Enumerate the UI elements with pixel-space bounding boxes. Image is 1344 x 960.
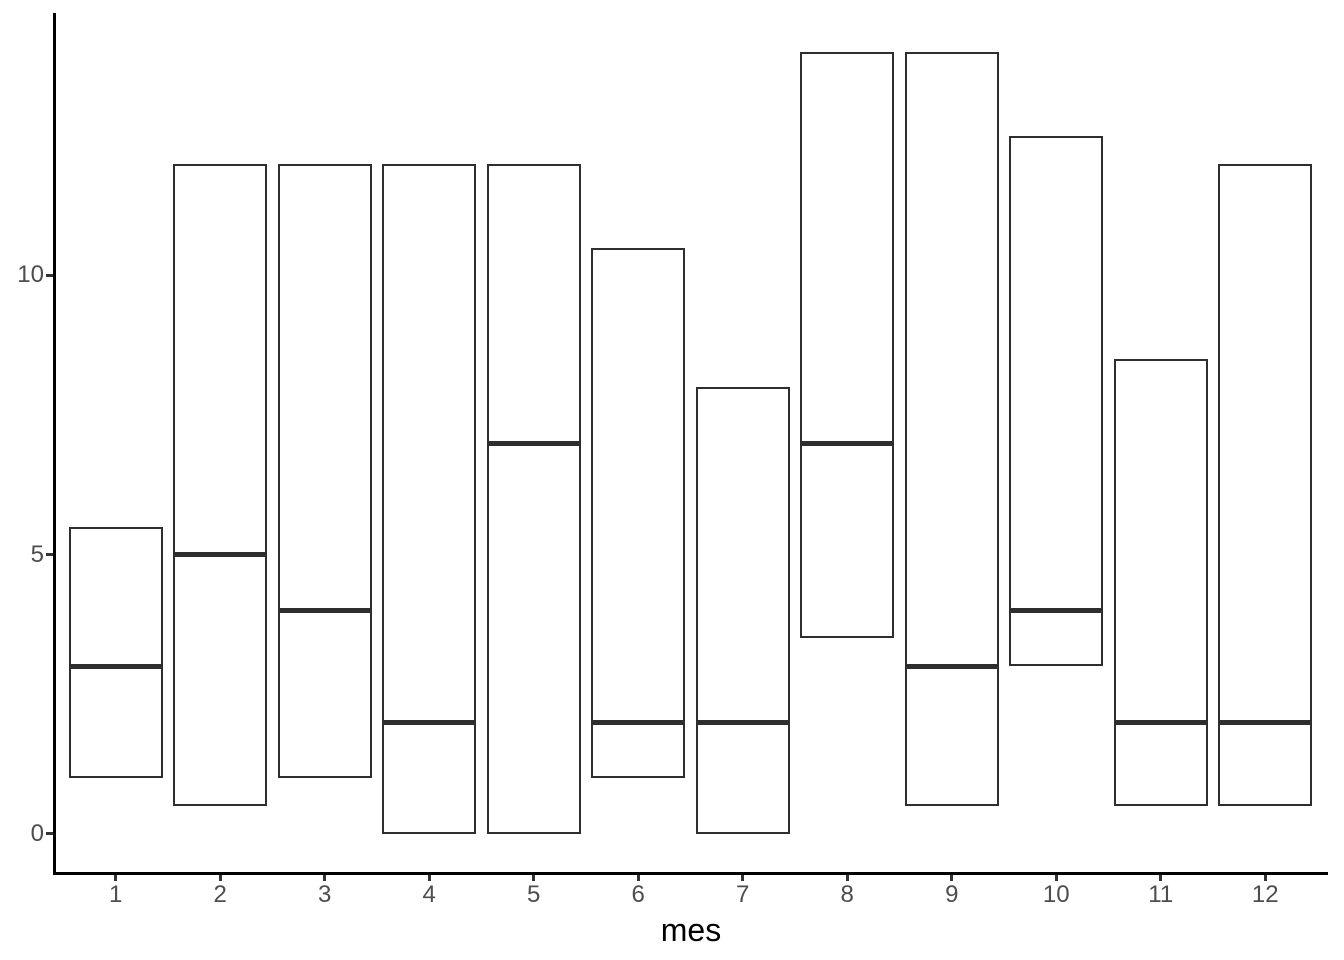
y-tick-mark	[46, 832, 53, 836]
crossbar-box	[591, 247, 686, 779]
crossbar-box	[382, 163, 477, 834]
y-tick-label: 10	[17, 261, 44, 289]
x-tick-mark	[1263, 874, 1267, 881]
x-tick-mark	[532, 874, 536, 881]
crossbar-box	[695, 387, 790, 834]
x-tick-label: 11	[1148, 881, 1174, 908]
x-tick-label: 12	[1251, 881, 1279, 908]
x-axis-line	[52, 871, 1328, 875]
x-tick-mark	[218, 874, 222, 881]
x-tick-mark	[636, 874, 640, 881]
median-line	[695, 719, 790, 725]
x-tick-label: 7	[736, 881, 750, 908]
y-tick-label: 5	[30, 540, 44, 568]
y-tick-mark	[46, 273, 53, 277]
median-line	[173, 552, 268, 558]
x-tick-mark	[1054, 874, 1058, 881]
crossbar-box	[1009, 135, 1104, 667]
median-line	[277, 608, 372, 614]
x-tick-label: 2	[213, 881, 227, 908]
crossbar-box	[800, 52, 895, 639]
x-tick-mark	[950, 874, 954, 881]
y-axis-line	[52, 13, 56, 875]
x-axis-title: mes	[660, 912, 722, 948]
crossbar-box	[173, 163, 268, 806]
x-tick-mark	[323, 874, 327, 881]
median-line	[68, 663, 163, 669]
median-line	[800, 440, 895, 446]
median-line	[382, 719, 477, 725]
median-line	[1218, 719, 1313, 725]
x-tick-mark	[114, 874, 118, 881]
y-tick-mark	[46, 553, 53, 557]
x-tick-label: 9	[945, 881, 959, 908]
x-tick-mark	[845, 874, 849, 881]
crossbar-box	[277, 163, 372, 779]
crossbar-box	[904, 52, 999, 806]
x-tick-mark	[741, 874, 745, 881]
crossbar-box	[1113, 359, 1208, 806]
crossbar-box	[68, 526, 163, 779]
median-line	[904, 663, 999, 669]
x-tick-label: 8	[840, 881, 854, 908]
crossbar-box	[486, 163, 581, 834]
x-tick-label: 3	[317, 881, 332, 908]
median-line	[591, 719, 686, 725]
x-tick-label: 6	[631, 881, 645, 908]
median-line	[1009, 608, 1104, 614]
x-tick-label: 1	[108, 881, 123, 908]
x-tick-label: 5	[527, 881, 541, 908]
x-tick-mark	[1159, 874, 1163, 881]
crossbar-box	[1218, 163, 1313, 806]
x-tick-label: 4	[422, 881, 436, 908]
y-tick-label: 0	[30, 819, 44, 847]
median-line	[1113, 719, 1208, 725]
x-tick-mark	[427, 874, 431, 881]
median-line	[486, 440, 581, 446]
x-tick-label: 10	[1042, 881, 1070, 908]
